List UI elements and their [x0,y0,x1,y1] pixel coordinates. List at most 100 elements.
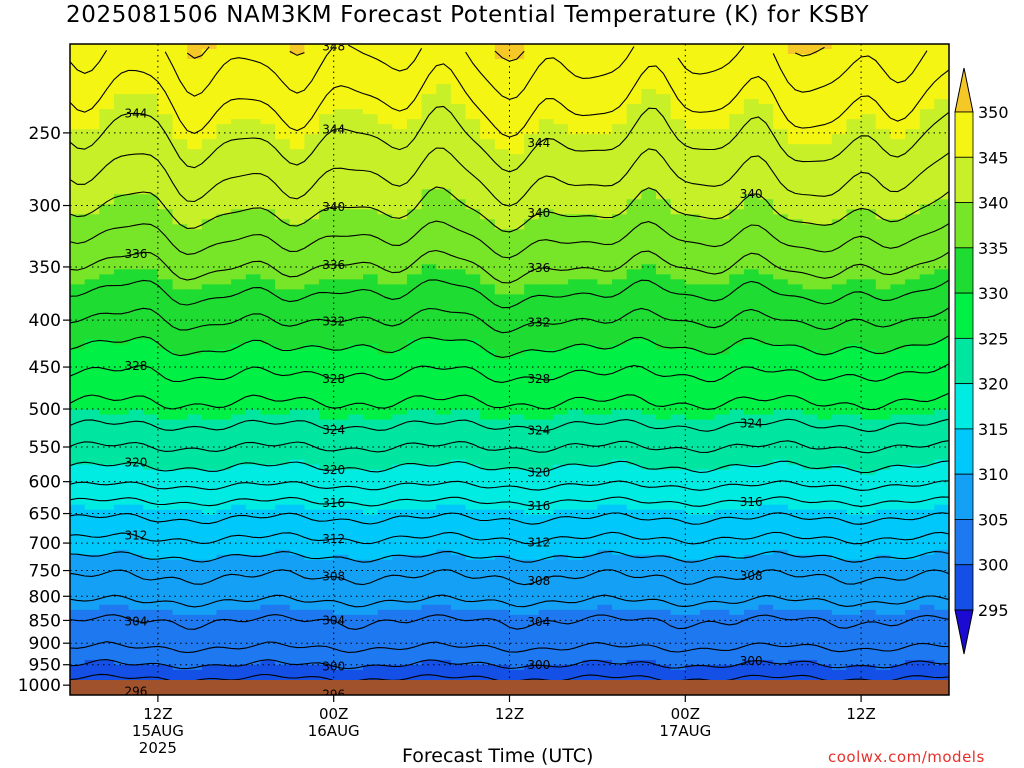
heatmap-cell [113,229,130,235]
heatmap-cell [729,279,745,285]
heatmap-cell [201,414,218,421]
heatmap-cell [846,429,862,436]
heatmap-cell [157,189,174,195]
heatmap-cell [450,369,467,376]
heatmap-cell [787,229,804,235]
heatmap-cell [333,254,349,260]
heatmap-cell [670,184,686,190]
heatmap-cell [157,379,174,386]
heatmap-cell [289,324,305,331]
heatmap-cell [802,374,818,381]
heatmap-cell [846,94,862,100]
heatmap-cell [157,74,174,80]
heatmap-cell [231,249,247,255]
heatmap-cell [626,264,642,270]
heatmap-cell [260,69,276,75]
heatmap-cell [319,284,335,290]
heatmap-cell [70,54,86,60]
heatmap-cell [743,449,760,456]
heatmap-cell [626,119,642,125]
heatmap-cell [553,319,569,326]
heatmap-cell [861,99,877,105]
heatmap-cell [612,74,628,80]
heatmap-cell [421,314,437,321]
heatmap-cell [187,79,203,85]
heatmap-cell [714,134,730,140]
heatmap-cell [714,139,730,145]
heatmap-cell [656,94,672,100]
heatmap-cell [817,49,833,55]
heatmap-cell [861,84,877,90]
heatmap-cell [289,124,305,130]
heatmap-cell [436,409,452,416]
heatmap-cell [172,179,188,185]
heatmap-cell [216,74,232,80]
heatmap-cell [582,344,598,351]
heatmap-cell [685,434,701,441]
heatmap-cell [875,164,891,170]
heatmap-cell [99,379,115,386]
heatmap-cell [685,339,701,346]
heatmap-cell [597,89,613,95]
heatmap-cell [919,254,935,260]
heatmap-cell [319,279,335,285]
heatmap-cell [831,249,848,255]
heatmap-cell [201,459,218,466]
heatmap-cell [787,239,804,245]
heatmap-cell [875,99,891,105]
heatmap-cell [363,209,379,215]
heatmap-cell [245,349,262,356]
heatmap-cell [421,69,437,75]
heatmap-cell [187,414,203,421]
heatmap-cell [392,449,408,456]
heatmap-cell [231,414,247,421]
heatmap-cell [919,424,935,431]
heatmap-cell [319,144,335,150]
heatmap-cell [392,124,408,130]
heatmap-cell [553,94,569,100]
heatmap-cell [846,384,862,391]
heatmap-cell [714,224,730,230]
heatmap-cell [846,339,862,346]
heatmap-cell [831,49,848,55]
heatmap-cell [84,449,100,456]
heatmap-cell [348,404,364,411]
heatmap-cell [714,254,730,260]
heatmap-cell [612,324,628,331]
heatmap-cell [231,284,247,290]
heatmap-cell [406,184,423,190]
heatmap-cell [861,109,877,115]
heatmap-cell [729,244,745,250]
heatmap-cell [626,149,642,155]
heatmap-cell [377,184,393,190]
heatmap-cell [729,284,745,290]
heatmap-cell [597,439,613,446]
heatmap-cell [787,314,804,321]
heatmap-cell [436,209,452,215]
heatmap-cell [494,274,511,280]
heatmap-cell [480,69,496,75]
heatmap-cell [758,189,774,195]
heatmap-cell [524,434,540,441]
heatmap-cell [787,384,804,391]
heatmap-cell [333,344,349,351]
heatmap-cell [333,199,349,205]
heatmap-cell [392,344,408,351]
heatmap-cell [905,389,921,396]
heatmap-cell [450,244,467,250]
heatmap-cell [392,59,408,65]
heatmap-cell [685,419,701,426]
heatmap-cell [568,379,584,386]
heatmap-cell [773,114,789,120]
heatmap-cell [157,144,174,150]
heatmap-cell [333,454,349,461]
heatmap-cell [553,184,569,190]
heatmap-cell [919,364,935,371]
heatmap-cell [201,299,218,305]
heatmap-cell [509,59,525,65]
heatmap-cell [568,439,584,446]
heatmap-cell [84,219,100,225]
heatmap-cell [597,249,613,255]
heatmap-cell [831,224,848,230]
heatmap-cell [260,379,276,386]
